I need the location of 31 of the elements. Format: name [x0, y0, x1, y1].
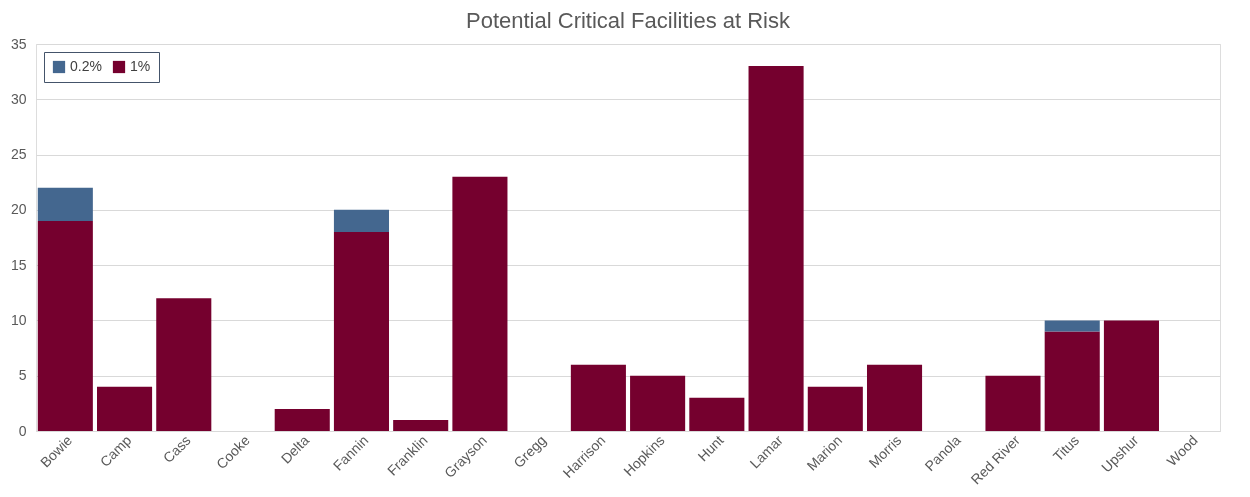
y-tick-label: 15: [10, 256, 27, 273]
bar: [1103, 320, 1159, 431]
bar: [689, 397, 745, 431]
y-tick-label: 25: [10, 146, 27, 163]
y-tick-label: 5: [18, 367, 27, 384]
chart-title: Potential Critical Facilities at Risk: [466, 8, 791, 33]
bar: [866, 364, 923, 431]
bar: [156, 298, 212, 431]
legend-label: 1%: [130, 58, 151, 74]
bar: [333, 231, 390, 431]
y-tick-label: 20: [10, 201, 27, 218]
legend-label: 0.2%: [70, 58, 102, 74]
bar: [452, 176, 508, 431]
bar: [1044, 331, 1100, 431]
bar: [807, 386, 863, 431]
x-tick-label: Titus: [1049, 432, 1083, 465]
bar: [630, 375, 686, 431]
bar: [393, 419, 449, 431]
y-tick-label: 35: [10, 35, 27, 52]
y-tick-label: 30: [10, 90, 27, 107]
bar: [274, 408, 330, 431]
bar: [1044, 320, 1100, 332]
bar: [985, 375, 1041, 431]
y-tick-label: 10: [10, 311, 27, 328]
bar: [37, 220, 93, 431]
bar: [570, 364, 626, 431]
bar: [37, 187, 93, 221]
bar: [97, 386, 153, 431]
y-tick-label: 0: [18, 422, 27, 439]
bar: [333, 209, 390, 232]
bar: [748, 66, 804, 431]
